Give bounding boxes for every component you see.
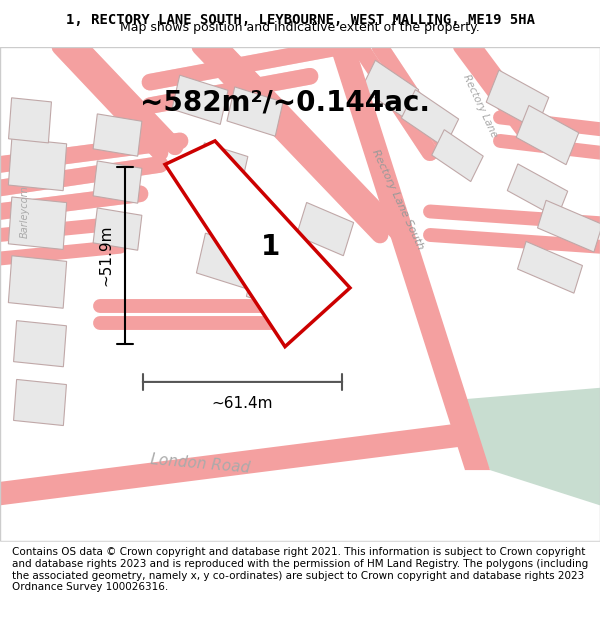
Bar — [93, 161, 142, 203]
Bar — [538, 200, 600, 252]
Bar — [8, 138, 67, 191]
Text: ~61.4m: ~61.4m — [212, 396, 273, 411]
Bar — [93, 208, 142, 250]
Bar — [296, 202, 353, 256]
Text: Rectory Lane: Rectory Lane — [461, 72, 499, 139]
Text: London Road: London Road — [149, 452, 250, 476]
Bar — [196, 233, 259, 289]
Bar — [14, 379, 67, 426]
Text: ~51.9m: ~51.9m — [98, 225, 113, 286]
Bar — [227, 87, 283, 136]
Bar — [8, 256, 67, 308]
Text: ~582m²/~0.144ac.: ~582m²/~0.144ac. — [140, 88, 430, 116]
Bar — [518, 241, 583, 293]
Bar — [172, 75, 228, 124]
Bar — [401, 89, 458, 148]
Polygon shape — [460, 388, 600, 506]
Text: Rectory Lane South: Rectory Lane South — [370, 148, 425, 251]
Polygon shape — [165, 141, 350, 347]
Bar — [93, 114, 142, 156]
Text: Contains OS data © Crown copyright and database right 2021. This information is : Contains OS data © Crown copyright and d… — [12, 548, 588, 592]
Bar — [8, 197, 67, 249]
Polygon shape — [0, 406, 600, 506]
Text: Map shows position and indicative extent of the property.: Map shows position and indicative extent… — [120, 21, 480, 34]
Bar — [516, 106, 579, 165]
Bar — [8, 98, 52, 143]
Bar — [14, 321, 67, 367]
Bar — [361, 60, 419, 118]
Polygon shape — [330, 47, 490, 470]
Bar — [507, 164, 568, 218]
Bar — [197, 143, 248, 188]
Text: 1, RECTORY LANE SOUTH, LEYBOURNE, WEST MALLING, ME19 5HA: 1, RECTORY LANE SOUTH, LEYBOURNE, WEST M… — [65, 13, 535, 27]
Text: 1: 1 — [260, 232, 280, 261]
Bar — [432, 129, 483, 182]
Bar — [247, 257, 308, 313]
Bar — [486, 70, 549, 129]
Text: Barleycorn: Barleycorn — [20, 185, 30, 238]
